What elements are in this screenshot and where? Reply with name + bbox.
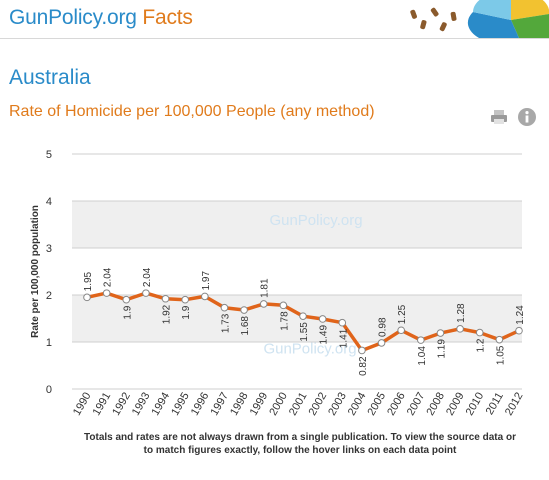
x-tick-label: 2000 (267, 391, 290, 418)
data-label: 1.24 (515, 305, 526, 325)
x-tick-label: 2009 (444, 391, 467, 418)
data-label: 1.25 (397, 304, 408, 324)
y-tick-label: 1 (46, 337, 52, 349)
data-point (456, 325, 464, 333)
data-point (181, 295, 189, 304)
data-label: 1.04 (417, 346, 428, 366)
data-point (201, 292, 209, 301)
x-tick-label: 1998 (228, 391, 251, 418)
x-tick-label: 2008 (424, 391, 447, 418)
x-tick-label: 2007 (405, 391, 428, 418)
country-heading: Australia (9, 66, 91, 89)
data-points (83, 289, 523, 355)
data-point (358, 346, 366, 355)
data-point (377, 339, 386, 347)
chart-subtitle: Rate of Homicide per 100,000 People (any… (9, 103, 375, 120)
x-tick-label: 1997 (208, 391, 231, 418)
site-logo[interactable]: GunPolicy.org Facts (9, 6, 193, 30)
x-tick-label: 1993 (130, 391, 153, 418)
info-icon[interactable] (517, 107, 537, 127)
data-point (122, 295, 131, 304)
data-label: 0.82 (358, 356, 369, 376)
data-point (83, 293, 91, 302)
data-label: 1.28 (456, 303, 467, 323)
x-tick-label: 1996 (189, 391, 212, 418)
x-tick-label: 2005 (366, 391, 389, 418)
data-point (495, 335, 504, 344)
data-label: 1.05 (495, 345, 506, 365)
homicide-rate-line-chart: GunPolicy.org GunPolicy.org 0 1 2 3 4 5 Rate … (30, 149, 526, 418)
data-point (318, 315, 327, 323)
data-label: 1.2 (476, 338, 487, 352)
data-point (436, 329, 445, 337)
data-point (102, 289, 111, 297)
data-point (397, 326, 405, 335)
y-tick-label: 4 (46, 196, 52, 208)
data-label: 1.78 (279, 311, 290, 331)
data-label: 2.04 (103, 267, 114, 287)
data-label: 1.68 (240, 316, 251, 336)
data-label: 1.95 (83, 271, 94, 291)
x-tick-label: 2002 (307, 391, 330, 418)
data-point (475, 328, 484, 337)
x-tick-label: 1991 (91, 391, 114, 418)
x-tick-label: 1995 (169, 391, 192, 418)
data-point (338, 318, 347, 327)
x-tick-label: 2006 (385, 391, 408, 418)
x-tick-label: 1999 (248, 391, 271, 418)
brand-facts: Facts (142, 6, 193, 29)
data-point (220, 303, 229, 312)
plot-band (72, 201, 522, 248)
data-point (279, 301, 288, 310)
y-tick-label: 5 (46, 149, 52, 161)
data-label: 1.73 (220, 313, 231, 333)
data-point (240, 306, 248, 314)
x-tick-label: 2004 (346, 391, 369, 418)
y-axis-label: Rate per 100,000 population (30, 205, 41, 338)
data-point (417, 336, 425, 344)
data-label: 1.49 (319, 325, 330, 345)
watermark-upper: GunPolicy.org (269, 212, 362, 229)
plot-bands (72, 201, 522, 342)
x-tick-label: 1992 (110, 391, 133, 418)
data-label: 2.04 (142, 267, 153, 287)
grid-lines (72, 153, 522, 390)
y-axis-tick-labels: 0 1 2 3 4 5 (46, 149, 52, 396)
data-point (299, 312, 307, 320)
data-label: 1.19 (436, 339, 447, 359)
x-tick-label: 1994 (150, 391, 173, 418)
header-pie-chart-graphic (410, 0, 549, 38)
x-tick-label: 2012 (503, 391, 526, 418)
data-point (142, 289, 150, 297)
data-label: 1.9 (122, 305, 133, 319)
printer-icon[interactable] (489, 107, 509, 127)
data-label: 1.41 (338, 328, 349, 348)
x-tick-label: 2010 (464, 391, 487, 418)
x-tick-label: 2011 (484, 391, 506, 417)
y-tick-label: 2 (46, 290, 52, 302)
site-header: GunPolicy.org Facts (0, 0, 549, 39)
data-label: 1.81 (260, 278, 271, 298)
plot-band (72, 295, 522, 342)
x-tick-label: 2003 (326, 391, 349, 418)
data-point (259, 300, 268, 308)
data-point (161, 294, 170, 303)
y-tick-label: 3 (46, 243, 52, 255)
data-point (515, 326, 523, 335)
brand-name: GunPolicy.org (9, 6, 137, 29)
watermark-lower: GunPolicy.org (263, 340, 356, 357)
source-footnote: Totals and rates are not always drawn fr… (84, 432, 516, 456)
x-tick-label: 2001 (287, 391, 310, 418)
x-axis-tick-labels: 1990199119921993199419951996199719981999… (71, 391, 526, 418)
data-label: 1.92 (162, 304, 173, 324)
data-label: 0.98 (378, 317, 389, 337)
data-label: 1.97 (201, 271, 212, 291)
data-labels: 1.95 2.04 1.9 2.04 1.92 1.9 1.97 1.73 1.68 1.81 1.… (83, 267, 526, 376)
y-tick-label: 0 (46, 384, 52, 396)
data-label: 1.55 (299, 322, 310, 342)
x-tick-label: 1990 (71, 391, 94, 418)
data-label: 1.9 (181, 305, 192, 319)
